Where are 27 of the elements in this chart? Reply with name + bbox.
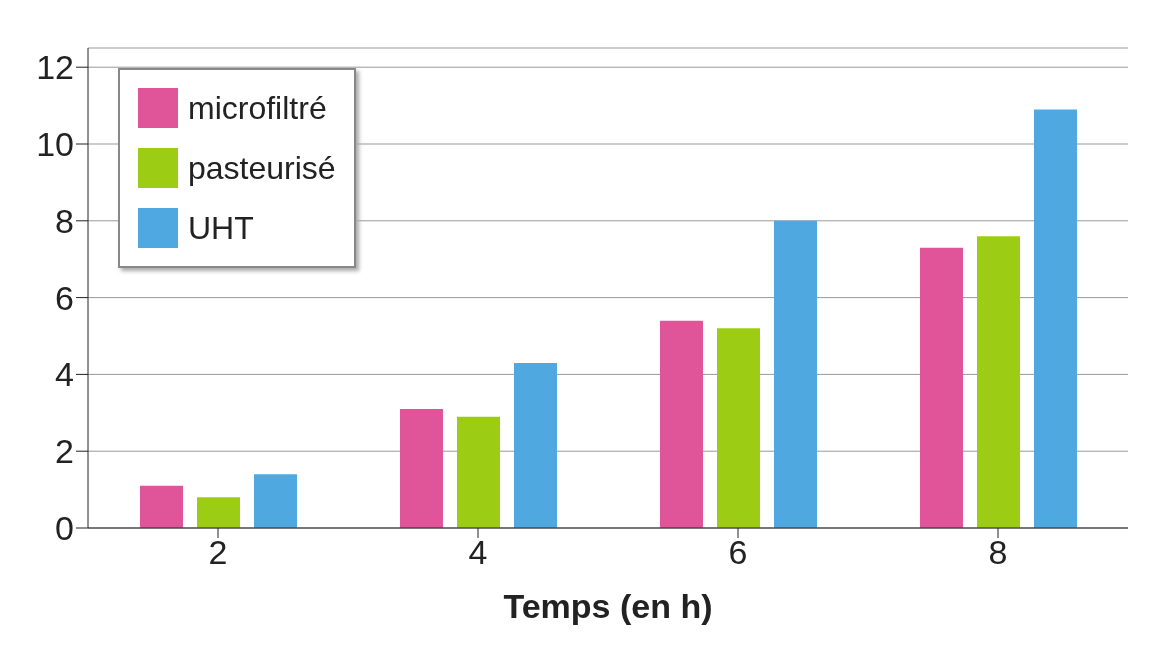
bar bbox=[140, 485, 183, 528]
bar bbox=[1034, 109, 1077, 528]
bar bbox=[774, 220, 817, 528]
x-axis-title: Temps (en h) bbox=[503, 587, 713, 625]
y-tick-label: 4 bbox=[55, 355, 74, 394]
x-tick-label: 8 bbox=[988, 533, 1008, 572]
y-tick-label: 6 bbox=[55, 278, 74, 317]
x-tick-label: 2 bbox=[208, 533, 228, 572]
y-tick-label: 8 bbox=[55, 201, 74, 240]
legend-label: microfiltré bbox=[188, 89, 327, 127]
legend-label: pasteurisé bbox=[188, 149, 336, 187]
bar bbox=[660, 320, 703, 528]
bar bbox=[400, 408, 443, 528]
x-tick-label: 6 bbox=[728, 533, 748, 572]
bar bbox=[977, 236, 1020, 528]
bar bbox=[457, 416, 500, 528]
bar bbox=[717, 328, 760, 528]
y-tick-label: 0 bbox=[55, 509, 74, 548]
x-tick-label: 4 bbox=[468, 533, 488, 572]
bar bbox=[254, 474, 297, 528]
y-tick-label: 10 bbox=[36, 125, 74, 164]
legend-label: UHT bbox=[188, 209, 254, 247]
bar bbox=[920, 247, 963, 528]
bar bbox=[514, 362, 557, 528]
bar bbox=[197, 497, 240, 528]
y-tick-label: 12 bbox=[36, 48, 74, 87]
y-tick-label: 2 bbox=[55, 432, 74, 471]
